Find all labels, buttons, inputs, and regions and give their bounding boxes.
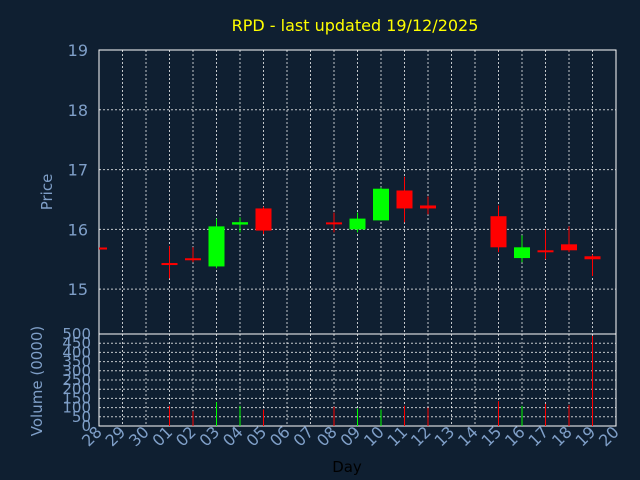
price-tick-label: 15 — [68, 280, 88, 299]
candle-body — [208, 226, 225, 267]
candle-body — [185, 258, 201, 261]
volume-tick-label: 400 — [62, 343, 91, 361]
volume-tick-label: 450 — [62, 334, 91, 352]
price-tick-label: 16 — [68, 220, 88, 239]
candle-body — [396, 190, 413, 209]
volume-tick-label: 250 — [62, 371, 91, 389]
volume-tick-label: 0 — [81, 417, 91, 435]
candle-body — [99, 247, 107, 250]
candle-body — [349, 218, 366, 230]
candle-body — [490, 216, 507, 248]
candle-body — [232, 222, 248, 225]
volume-axis-label: Volume (0000) — [28, 326, 46, 436]
x-axis-label: Day — [332, 458, 362, 476]
price-tick-label: 18 — [68, 101, 88, 120]
day-tick-labels: 2829300102030405060708091011121314151617… — [78, 422, 623, 450]
day-tick-label: 20 — [595, 422, 623, 450]
price-grid — [99, 50, 616, 334]
candle-body — [561, 244, 577, 251]
volume-tick-label: 300 — [62, 362, 91, 380]
candle-body — [373, 188, 389, 221]
price-tick-label: 19 — [68, 41, 88, 60]
candle-body — [420, 205, 436, 209]
chart-title: RPD - last updated 19/12/2025 — [232, 16, 479, 35]
candle-body — [584, 256, 601, 260]
price-axis-label: Price — [38, 174, 56, 211]
volume-bars — [169, 335, 593, 426]
volume-tick-label: 200 — [62, 380, 91, 398]
price-tick-labels: 15 16 17 18 19 — [68, 41, 88, 299]
candle-body — [161, 263, 178, 266]
volume-tick-label: 350 — [62, 353, 91, 371]
candle-body — [537, 250, 554, 253]
volume-tick-label: 100 — [62, 399, 91, 417]
volume-tick-label: 500 — [62, 325, 91, 343]
price-tick-label: 17 — [68, 161, 88, 180]
volume-tick-label: 150 — [62, 389, 91, 407]
candles — [99, 176, 601, 279]
candle-body — [326, 222, 342, 225]
candle-body — [514, 247, 530, 259]
candle-body — [255, 208, 272, 231]
volume-tick-label: 50 — [72, 408, 91, 426]
